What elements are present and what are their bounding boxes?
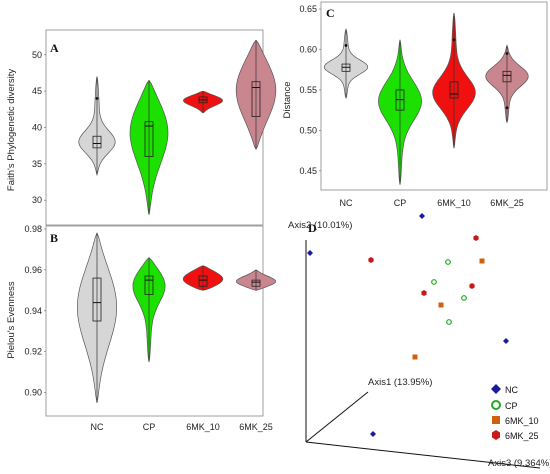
legend-cp-label: CP xyxy=(505,401,518,411)
y-tick-label: 0.60 xyxy=(299,44,317,54)
box xyxy=(502,70,512,83)
y-tick-label: 0.98 xyxy=(24,224,42,234)
legend-6mk10-label: 6MK_10 xyxy=(505,416,539,426)
axis1-line xyxy=(305,391,369,443)
panel-c-xticks: NC CP 6MK_10 6MK_25 xyxy=(340,198,524,208)
panel-c-yticks: 0.45 0.50 0.55 0.60 0.65 xyxy=(299,4,321,176)
panel-a-ylabel: Faith's Phylogenetic diversity xyxy=(6,69,17,191)
point-6mk25 xyxy=(368,257,374,263)
y-tick-label: 0.50 xyxy=(299,125,317,135)
panel-a-letter: A xyxy=(50,41,59,55)
point-6mk10 xyxy=(438,302,444,308)
point-nc xyxy=(419,213,425,219)
box xyxy=(449,81,459,99)
box xyxy=(144,121,154,157)
panel-a-violins xyxy=(78,39,277,215)
legend-nc-label: NC xyxy=(505,385,518,395)
x-tick-label: 6MK_10 xyxy=(437,198,471,208)
x-tick-label: 6MK_25 xyxy=(490,198,524,208)
panel-d-letter: D xyxy=(308,221,317,235)
point-6mk25 xyxy=(421,290,427,296)
panel-d-points xyxy=(307,213,509,437)
y-tick-label: 0.92 xyxy=(24,347,42,357)
x-tick-label: 6MK_10 xyxy=(186,422,220,432)
box xyxy=(251,81,261,117)
y-tick-label: 0.55 xyxy=(299,85,317,95)
y-tick-label: 0.45 xyxy=(299,166,317,176)
panel-b-letter: B xyxy=(50,231,58,245)
panel-b-violins xyxy=(77,232,276,403)
panel-a: A Faith's Phylogenetic diversity 30 35 40 4… xyxy=(6,29,277,226)
legend-cp-marker xyxy=(491,400,501,410)
point-nc xyxy=(370,431,376,437)
x-tick-label: NC xyxy=(340,198,353,208)
point-6mk10 xyxy=(412,354,418,360)
outlier-point xyxy=(505,52,509,55)
point-6mk25 xyxy=(473,235,479,241)
box xyxy=(92,135,102,149)
panel-b-ylabel: Pielou's Evenness xyxy=(6,281,17,359)
y-tick-label: 0.94 xyxy=(24,306,42,316)
y-tick-label: 0.90 xyxy=(24,388,42,398)
axis3-line xyxy=(305,441,541,469)
axis1-label: Axis1 (13.95%) xyxy=(368,377,432,388)
x-tick-label: 6MK_25 xyxy=(239,422,273,432)
point-nc xyxy=(503,338,509,344)
y-tick-label: 35 xyxy=(32,159,42,169)
x-tick-label: NC xyxy=(91,422,104,432)
box xyxy=(251,279,261,287)
outlier-point xyxy=(505,106,509,110)
outlier-point xyxy=(95,97,99,100)
point-nc xyxy=(307,250,313,256)
legend-6mk25-marker xyxy=(492,430,500,440)
outlier-point xyxy=(452,38,456,42)
y-tick-label: 0.65 xyxy=(299,4,317,14)
point-6mk10 xyxy=(479,258,485,264)
point-cp xyxy=(431,279,437,285)
legend-nc-marker xyxy=(491,384,501,394)
axis2-label: Axis2 (10.01%) xyxy=(288,220,352,231)
box xyxy=(198,275,208,287)
legend-6mk10-marker xyxy=(492,416,500,424)
point-cp xyxy=(445,259,451,265)
panel-c-letter: C xyxy=(326,6,335,20)
point-6mk25 xyxy=(469,283,475,289)
panel-b: B Pielou's Evenness 0.90 0.92 0.94 0.96 0.98… xyxy=(6,224,276,432)
point-cp xyxy=(446,319,452,325)
panel-c: C Distance 0.45 0.50 0.55 0.60 0.65 NC CP 6MK_… xyxy=(282,1,548,208)
panel-b-yticks: 0.90 0.92 0.94 0.96 0.98 xyxy=(24,224,46,398)
y-tick-label: 0.96 xyxy=(24,265,42,275)
panel-c-ylabel: Distance xyxy=(282,82,293,119)
x-tick-label: CP xyxy=(143,422,156,432)
panel-b-xticks: NC CP 6MK_10 6MK_25 xyxy=(91,422,273,432)
axis3-label: Axis3 (9.364%) xyxy=(488,458,550,469)
y-tick-label: 40 xyxy=(32,123,42,133)
y-tick-label: 45 xyxy=(32,86,42,96)
box xyxy=(92,277,102,322)
point-cp xyxy=(461,295,467,301)
y-tick-label: 50 xyxy=(32,50,42,60)
panel-c-violins xyxy=(323,13,529,185)
panel-d-legend: NC CP 6MK_10 6MK_25 xyxy=(491,384,539,441)
legend-6mk25-label: 6MK_25 xyxy=(505,431,539,441)
x-tick-label: CP xyxy=(394,198,407,208)
box xyxy=(144,275,154,295)
outlier-point xyxy=(344,44,348,47)
panel-d: D Axis2 (10.01%) Axis1 (13.95%) Axis3 (9… xyxy=(288,213,550,469)
y-tick-label: 30 xyxy=(32,195,42,205)
panel-a-yticks: 30 35 40 45 50 xyxy=(32,50,46,205)
